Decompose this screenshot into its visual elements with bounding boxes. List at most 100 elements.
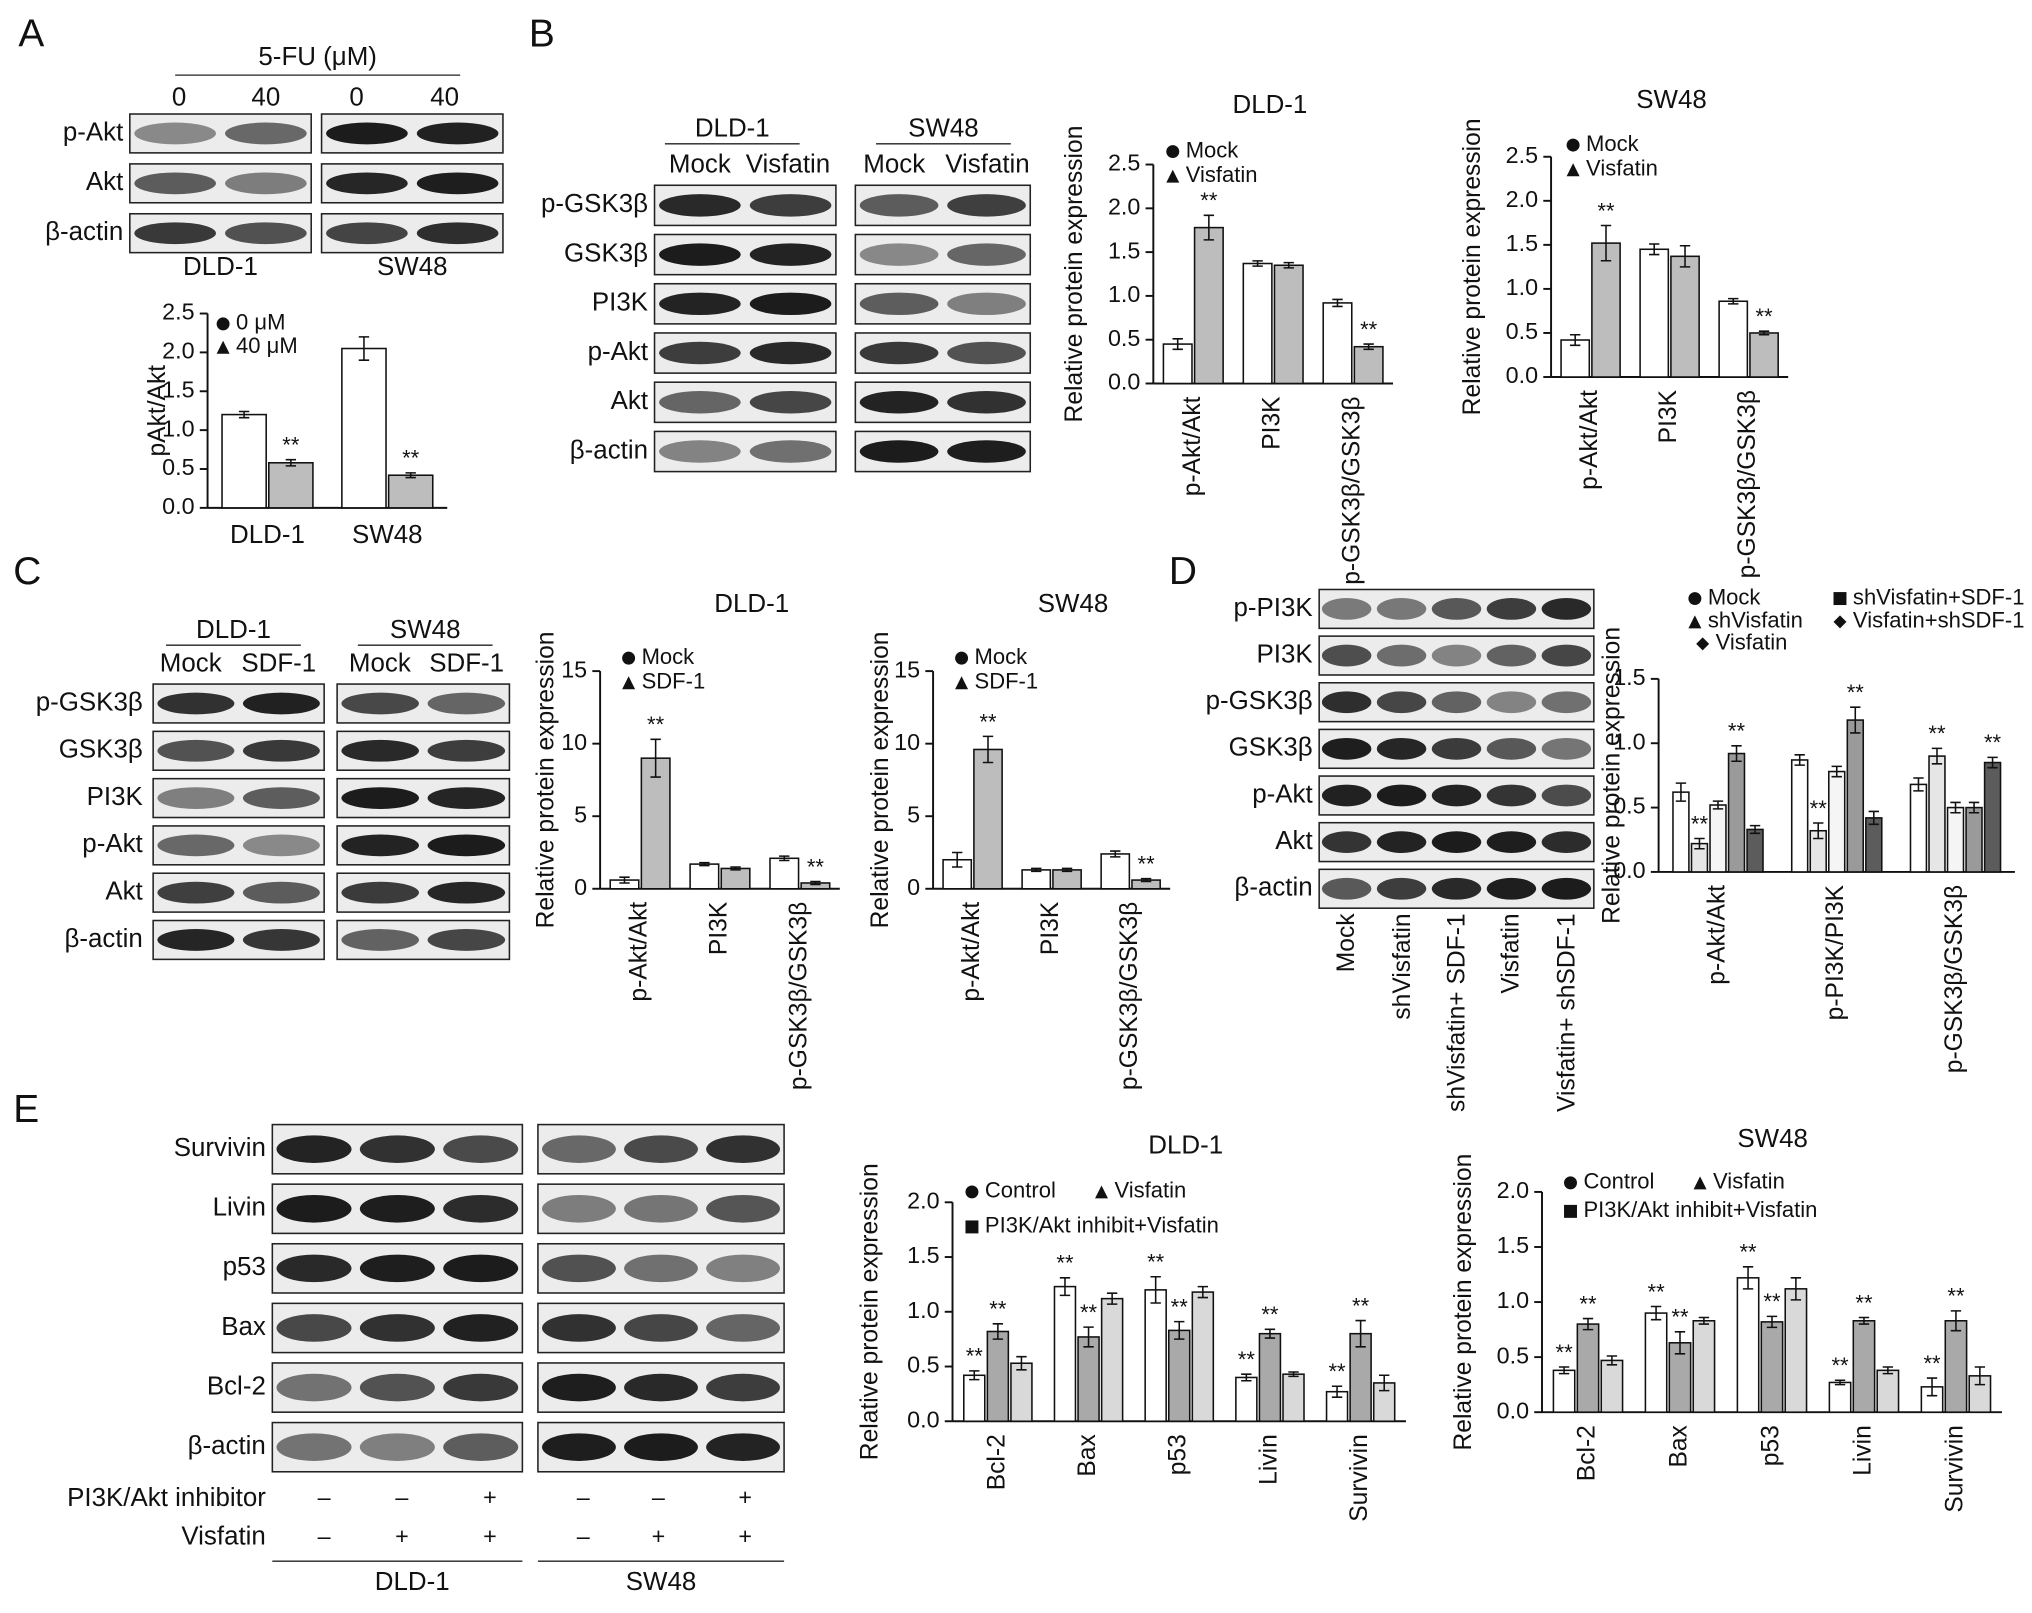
band	[242, 692, 320, 715]
band	[427, 929, 506, 951]
bar	[1010, 1362, 1033, 1423]
legend-label: Visfatin	[1186, 162, 1258, 187]
error-bar	[1834, 1379, 1846, 1386]
significance: **	[1238, 1347, 1256, 1372]
bar	[1784, 1288, 1808, 1413]
y-tick-label: 10	[894, 729, 920, 755]
y-tick-label: 1.0	[907, 1297, 939, 1323]
error-bar	[810, 880, 821, 886]
band	[1431, 598, 1482, 620]
y-tick-label: 0.5	[907, 1352, 939, 1378]
bar	[1273, 264, 1304, 385]
treatment-sign: +	[738, 1484, 752, 1510]
band	[749, 440, 832, 463]
error-bar	[952, 851, 963, 868]
bar	[1672, 791, 1690, 873]
x-tick-label: p53	[1757, 1425, 1784, 1466]
band	[1431, 784, 1482, 807]
blot-row-label: p-Akt	[82, 830, 143, 858]
band	[1376, 644, 1427, 667]
x-tick-label: Livin	[1255, 1434, 1282, 1485]
band	[443, 1254, 519, 1283]
significance: **	[1328, 1359, 1346, 1384]
x-tick-label: p-GSK3β/GSK3β	[785, 902, 812, 1090]
bar	[1760, 1321, 1784, 1413]
blot-row-label: Bax	[221, 1313, 266, 1341]
blot-row-label: GSK3β	[1229, 734, 1313, 762]
x-tick-label: p-Akt/Akt	[1703, 885, 1730, 985]
band	[624, 1373, 698, 1402]
lane-label: Mock	[669, 151, 731, 179]
x-tick-label: p-Akt/Akt	[1179, 396, 1206, 496]
band	[1321, 784, 1372, 807]
legend-label: SDF-1	[975, 669, 1039, 694]
significance: **	[1080, 1300, 1098, 1325]
bar	[1965, 806, 1983, 873]
legend-label: Visfatin	[1716, 630, 1788, 655]
significance: **	[1923, 1351, 1941, 1376]
legend-marker	[965, 1185, 979, 1199]
band	[659, 391, 741, 414]
band	[242, 929, 320, 951]
y-tick-label: 1.0	[162, 415, 194, 441]
error-bar	[1150, 1275, 1161, 1304]
band	[416, 222, 499, 245]
error-bar	[1355, 1319, 1366, 1348]
band	[341, 929, 419, 951]
lane-label: 0	[172, 83, 186, 111]
lane-label: 40	[251, 83, 280, 111]
bar	[720, 867, 751, 890]
bar	[1846, 719, 1865, 873]
band	[276, 1194, 352, 1223]
band	[225, 222, 307, 245]
significance: **	[1928, 721, 1946, 746]
bar	[1100, 1297, 1124, 1423]
x-tick-label: Bax	[1665, 1424, 1692, 1467]
x-tick-label: Survivin	[1346, 1434, 1373, 1522]
bar	[1865, 817, 1883, 873]
error-bar	[1558, 1366, 1570, 1375]
bar	[1077, 1336, 1100, 1423]
error-bar	[1679, 244, 1691, 268]
treatment-sign: –	[577, 1523, 590, 1549]
bar	[1167, 1329, 1191, 1423]
band	[326, 172, 408, 195]
bar	[1828, 770, 1846, 873]
band	[157, 692, 235, 715]
bar	[341, 347, 387, 509]
error-bar	[1582, 1317, 1594, 1331]
y-tick-label: 5	[574, 801, 587, 827]
band	[225, 172, 307, 195]
bar	[1191, 1291, 1215, 1423]
significance: **	[1947, 1284, 1965, 1309]
band	[859, 341, 939, 365]
error-bar	[1606, 1355, 1618, 1366]
error-bar	[1650, 1305, 1662, 1321]
y-axis-label: Relative protein expression	[1459, 118, 1486, 415]
band	[359, 1254, 435, 1283]
y-tick-label: 0.0	[1506, 362, 1538, 388]
band	[706, 1314, 780, 1342]
significance: **	[1579, 1291, 1597, 1316]
band	[947, 391, 1026, 414]
error-bar	[699, 861, 710, 867]
significance: **	[1647, 1279, 1665, 1304]
y-tick-label: 0.5	[1497, 1342, 1529, 1368]
group-label: DLD-1	[375, 1568, 450, 1596]
blot-row-label: PI3K	[87, 783, 143, 811]
band	[1486, 877, 1537, 900]
blot-row-label: p-Akt	[588, 338, 649, 366]
x-tick-label: p-Akt/Akt	[626, 902, 653, 1002]
group-label: DLD-1	[695, 114, 770, 142]
legend-marker	[1095, 1185, 1108, 1199]
y-tick-label: 1.5	[1506, 230, 1538, 256]
error-bar	[1283, 261, 1294, 269]
legend-marker	[1166, 145, 1180, 159]
bar	[1709, 804, 1727, 873]
error-bar	[1694, 837, 1705, 850]
bar	[1021, 869, 1052, 890]
error-bar	[1950, 801, 1961, 814]
y-tick-label: 0.5	[1613, 793, 1645, 819]
blot-row-label: p-Akt	[1252, 780, 1313, 808]
